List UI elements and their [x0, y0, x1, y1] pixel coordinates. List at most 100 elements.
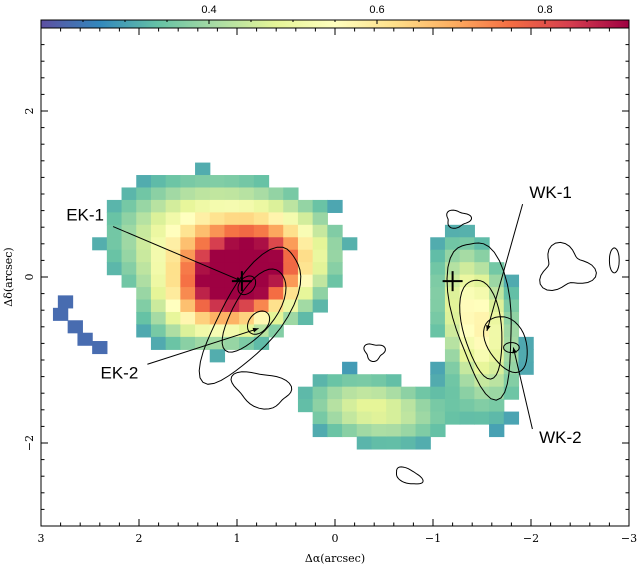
heatmap-pixel [195, 224, 211, 238]
heatmap-pixel [327, 249, 343, 263]
heatmap-pixel [459, 411, 475, 425]
heatmap-pixel [297, 249, 314, 263]
heatmap-pixel [239, 199, 255, 213]
heatmap-pixel [297, 287, 314, 301]
heatmap-pixel [136, 249, 152, 263]
annotations: EK-1 EK-2 WK-1 WK-2 [66, 183, 581, 447]
heatmap-pixel [386, 374, 402, 388]
heatmap-pixel [106, 212, 123, 226]
heatmap-pixel [312, 411, 328, 425]
heatmap-pixel [312, 374, 328, 388]
heatmap-pixel [283, 212, 299, 226]
heatmap-pixel [356, 374, 373, 388]
x-tick-label: −3 [621, 532, 637, 545]
heatmap-pixel [268, 287, 284, 301]
heatmap-pixel [518, 349, 534, 363]
heatmap-pixel [253, 274, 270, 288]
heatmap-pixel [180, 324, 196, 338]
annotation-arrow [147, 327, 259, 365]
heatmap-pixel [136, 224, 152, 238]
heatmap-pixel [474, 386, 490, 400]
y-axis-label: Δδ(arcsec) [2, 247, 15, 306]
contour-line [221, 268, 287, 353]
heatmap-pixel [180, 262, 196, 276]
heatmap-pixel [224, 199, 240, 213]
heatmap-pixel [356, 386, 373, 400]
heatmap-pixel [209, 224, 226, 238]
heatmap-pixel [503, 411, 520, 425]
contour-line [198, 246, 302, 385]
heatmap-pixel [180, 175, 196, 189]
contour-line [503, 342, 520, 353]
heatmap-pixel [180, 311, 196, 326]
heatmap-pixel [283, 311, 299, 326]
heatmap-pixel [386, 424, 402, 438]
heatmap-pixel [253, 336, 270, 350]
heatmap-pixel [195, 187, 211, 201]
heatmap-pixel [106, 237, 123, 251]
x-tick-label: −2 [523, 532, 539, 545]
heatmap-pixel [459, 249, 475, 263]
heatmap-pixel [106, 199, 123, 213]
heatmap-pixel [268, 224, 284, 238]
heatmap-pixel [356, 399, 373, 413]
heatmap-pixel [253, 187, 270, 201]
heatmap-pixel [209, 249, 226, 263]
heatmap-pixel [121, 237, 137, 251]
heatmap-pixel [459, 374, 475, 388]
colorbar-ticks: 0.4 0.6 0.8 [40, 4, 630, 24]
heatmap-pixel [150, 224, 167, 238]
heatmap-pixel [312, 274, 328, 288]
heatmap-pixel [224, 175, 240, 189]
heatmap-pixel [312, 224, 328, 238]
x-tick-label: −1 [425, 532, 441, 545]
heatmap-pixel [444, 361, 461, 375]
heatmap-pixel [430, 249, 446, 263]
heatmap-pixel [268, 187, 284, 201]
heatmap-pixel [165, 311, 181, 326]
heatmap-pixel [165, 324, 181, 338]
heatmap-pixel [150, 336, 167, 350]
heatmap-pixel [503, 386, 520, 400]
heatmap-pixel [297, 399, 314, 413]
heatmap-pixel [150, 274, 167, 288]
heatmap-pixel [312, 199, 328, 213]
heatmap-pixel [180, 274, 196, 288]
contour-line [396, 466, 424, 485]
heatmap-pixel [297, 299, 314, 313]
heatmap-pixel [342, 424, 358, 438]
heatmap-pixel [209, 199, 226, 213]
heatmap-pixel [386, 411, 402, 425]
heatmap-pixel [180, 187, 196, 201]
annotation-arrowhead [252, 327, 259, 333]
heatmap-pixel [150, 262, 167, 276]
heatmap-pixel [342, 411, 358, 425]
heatmap-pixel [327, 386, 343, 400]
heatmap-pixel [430, 299, 446, 313]
heatmap-pixel [180, 224, 196, 238]
heatmap-pixel [489, 399, 505, 413]
annotation-arrow [112, 226, 243, 282]
heatmap-pixel [136, 237, 152, 251]
heatmap-pixel [444, 349, 461, 363]
heatmap-pixel [312, 237, 328, 251]
heatmap-pixel [342, 399, 358, 413]
heatmap-pixel [283, 262, 299, 276]
heatmap-pixel [268, 249, 284, 263]
heatmap-pixel [459, 237, 475, 251]
heatmap-pixel [312, 287, 328, 301]
heatmap-pixel [283, 199, 299, 213]
heatmap-pixel [180, 299, 196, 313]
heatmap-pixel [150, 324, 167, 338]
heatmap-pixel [474, 336, 490, 350]
heatmap-pixel [327, 237, 343, 251]
x-axis-label: Δα(arcsec) [305, 552, 365, 565]
heatmap-pixel [489, 274, 505, 288]
heatmap-pixel [518, 361, 534, 375]
heatmap-pixel [474, 399, 490, 413]
heatmap-pixel [474, 262, 490, 276]
heatmap-pixel [165, 187, 181, 201]
heatmap-pixel [474, 311, 490, 326]
heatmap-pixel [327, 411, 343, 425]
colorbar-tick-label: 0.8 [537, 4, 552, 16]
